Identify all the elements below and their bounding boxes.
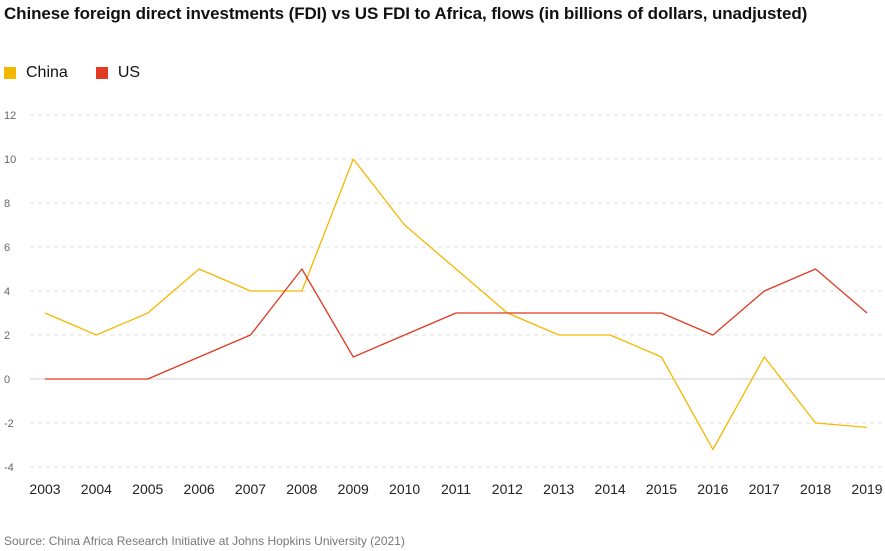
y-tick-label: -4	[4, 462, 14, 474]
y-tick-label: 8	[4, 198, 10, 210]
y-tick-label: 10	[4, 154, 16, 166]
x-tick-label: 2018	[800, 481, 831, 497]
x-tick-label: 2004	[81, 481, 112, 497]
legend-label-china: China	[26, 64, 68, 81]
x-tick-label: 2006	[184, 481, 215, 497]
legend-item-china: China	[4, 64, 68, 82]
y-tick-label: -2	[4, 418, 14, 430]
x-tick-label: 2015	[646, 481, 677, 497]
source-note: Source: China Africa Research Initiative…	[4, 534, 405, 548]
y-tick-label: 4	[4, 286, 10, 298]
legend-swatch-us	[95, 67, 108, 79]
chart-title: Chinese foreign direct investments (FDI)…	[4, 4, 808, 23]
x-tick-label: 2012	[492, 481, 523, 497]
legend-item-us: US	[95, 64, 141, 82]
y-tick-label: 0	[4, 374, 10, 386]
x-tick-label: 2003	[29, 481, 60, 497]
x-tick-label: 2007	[235, 481, 266, 497]
y-tick-label: 6	[4, 242, 10, 254]
x-tick-label: 2016	[697, 481, 728, 497]
x-tick-label: 2013	[543, 481, 574, 497]
legend-label-us: US	[117, 64, 141, 81]
legend-swatch-china	[4, 67, 16, 79]
x-tick-label: 2017	[749, 481, 780, 497]
series-line-china	[44, 158, 868, 451]
x-tick-label: 2010	[389, 481, 420, 497]
y-tick-label: 12	[4, 110, 16, 122]
x-tick-label: 2009	[338, 481, 369, 497]
x-tick-label: 2008	[286, 481, 317, 497]
series-line-us	[45, 268, 868, 380]
x-tick-label: 2014	[595, 481, 626, 497]
x-tick-label: 2005	[132, 481, 163, 497]
x-tick-label: 2011	[441, 481, 471, 497]
chart-legend: China US	[4, 64, 168, 82]
y-tick-label: 2	[4, 330, 10, 342]
x-tick-label: 2019	[851, 481, 882, 497]
